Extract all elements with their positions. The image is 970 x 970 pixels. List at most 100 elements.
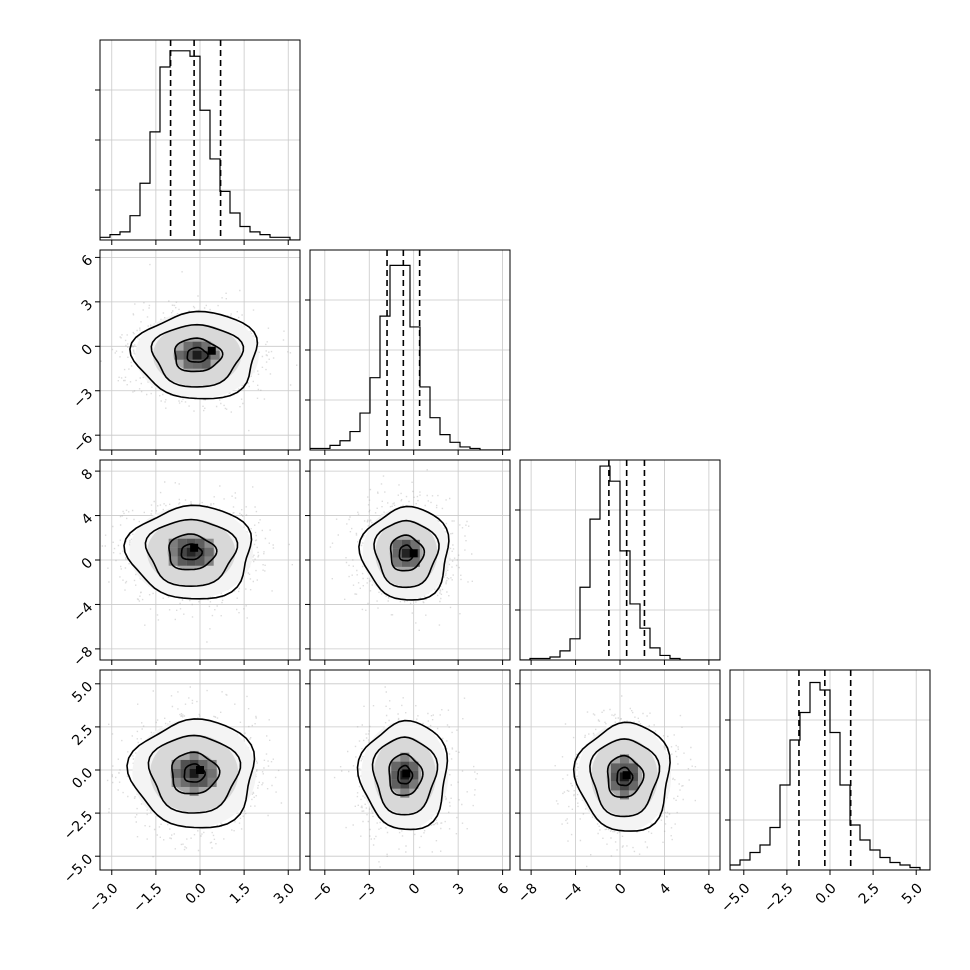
density-cell xyxy=(204,538,214,548)
density-cell xyxy=(610,781,620,791)
density-cell xyxy=(186,556,196,566)
density-cell xyxy=(177,556,187,566)
density-cell xyxy=(391,761,401,771)
contour-line xyxy=(356,719,449,831)
density-cell xyxy=(210,350,220,360)
y-tick-label: 8 xyxy=(79,466,97,484)
y-tick-label: 2.5 xyxy=(69,722,96,749)
contour-line xyxy=(168,533,218,571)
x-tick-label: −3.0 xyxy=(86,880,121,915)
x-tick-label: −3 xyxy=(353,880,379,906)
contour-line xyxy=(173,337,224,373)
density-cell xyxy=(171,777,181,787)
histogram-step-line xyxy=(520,465,720,660)
contour-line xyxy=(606,754,645,798)
density-peak xyxy=(196,766,204,774)
x-tick-label: −6 xyxy=(309,880,335,906)
contour-line xyxy=(371,736,439,816)
histogram-step-line xyxy=(730,681,930,870)
density-cell xyxy=(177,538,187,548)
histogram-step-line xyxy=(100,50,300,240)
density-cell xyxy=(207,759,217,769)
contour-line xyxy=(147,734,242,814)
x-tick-label: 5.0 xyxy=(899,880,926,907)
density-cell xyxy=(168,538,178,548)
density-cell xyxy=(410,557,420,567)
y-tick-label: 0 xyxy=(79,555,97,573)
scatter-panel-2-3: −8 −4 0 4 8 xyxy=(515,669,721,906)
density-cell xyxy=(192,350,202,360)
scatter-panel-0-2: −8 −4 0 4 8 xyxy=(70,459,301,670)
panel-frame xyxy=(309,249,511,451)
contour-line xyxy=(150,323,245,388)
density-cell xyxy=(391,770,401,780)
density-peak xyxy=(622,771,631,780)
density-cell xyxy=(207,777,217,787)
density-cell xyxy=(198,759,208,769)
y-tick-label: 0 xyxy=(79,341,97,359)
scatter-panel-0-3: −3.0 −1.5 0.0 1.5 3.0 −5.0 −2.5 0.0 2.5 5.0 xyxy=(61,669,301,916)
density-cell xyxy=(400,788,410,798)
density-peak xyxy=(207,346,216,355)
contour-line xyxy=(397,764,414,785)
density-cell xyxy=(189,786,199,796)
contour-line xyxy=(572,721,671,832)
density-cell xyxy=(168,547,178,557)
y-tick-label: −8 xyxy=(70,644,96,670)
density-cell xyxy=(619,754,629,764)
x-tick-label: −4 xyxy=(559,880,585,906)
contour-line xyxy=(129,310,259,400)
density-peak xyxy=(190,543,199,552)
x-tick-label: 0.0 xyxy=(183,880,210,907)
x-tick-label: 4 xyxy=(657,880,675,898)
density-cell xyxy=(401,548,411,558)
density-cell xyxy=(400,752,410,762)
contour-line xyxy=(144,518,239,588)
contour-line xyxy=(398,544,415,562)
density-cell xyxy=(192,359,202,369)
y-tick-label: 6 xyxy=(79,252,97,270)
density-cell xyxy=(180,777,190,787)
y-tick-label: −4 xyxy=(70,599,96,625)
density-cell xyxy=(410,539,420,549)
histogram-panel-3: −5.0 −2.5 0.0 2.5 5.0 xyxy=(718,669,931,916)
y-tick-label: 5.0 xyxy=(69,679,96,706)
contour-line xyxy=(616,766,634,787)
contour-line xyxy=(171,751,221,795)
density-cell xyxy=(195,538,205,548)
density-cell xyxy=(628,772,638,782)
x-tick-label: 2.5 xyxy=(856,880,883,907)
density-cell xyxy=(198,777,208,787)
x-tick-label: 3 xyxy=(450,880,468,898)
contour-line xyxy=(358,505,450,601)
density-cell xyxy=(628,781,638,791)
density-cell xyxy=(204,547,214,557)
density-cell xyxy=(207,768,217,778)
y-tick-label: −2.5 xyxy=(61,808,96,843)
density-cell xyxy=(195,547,205,557)
contour-line xyxy=(183,763,206,783)
density-cell xyxy=(192,341,202,351)
scatter-panel-1-2 xyxy=(305,459,511,665)
density-cell xyxy=(628,763,638,773)
y-tick-label: −3 xyxy=(70,386,96,412)
contour-line xyxy=(180,543,204,561)
x-tick-label: −2.5 xyxy=(761,880,796,915)
contour-line xyxy=(126,718,256,829)
x-tick-label: 0 xyxy=(612,880,630,898)
density-cell xyxy=(195,556,205,566)
density-cell xyxy=(171,768,181,778)
x-tick-label: 6 xyxy=(495,880,513,898)
density-peak xyxy=(402,769,411,778)
contour-line xyxy=(388,753,424,797)
density-cell xyxy=(201,359,211,369)
histogram-panel-1 xyxy=(305,249,511,455)
histogram-panel-2 xyxy=(515,459,721,665)
density-cell xyxy=(183,341,193,351)
density-cell xyxy=(409,770,419,780)
density-cell xyxy=(392,557,402,567)
x-tick-label: 0 xyxy=(406,880,424,898)
x-tick-label: 3.0 xyxy=(271,880,298,907)
density-cell xyxy=(392,548,402,558)
